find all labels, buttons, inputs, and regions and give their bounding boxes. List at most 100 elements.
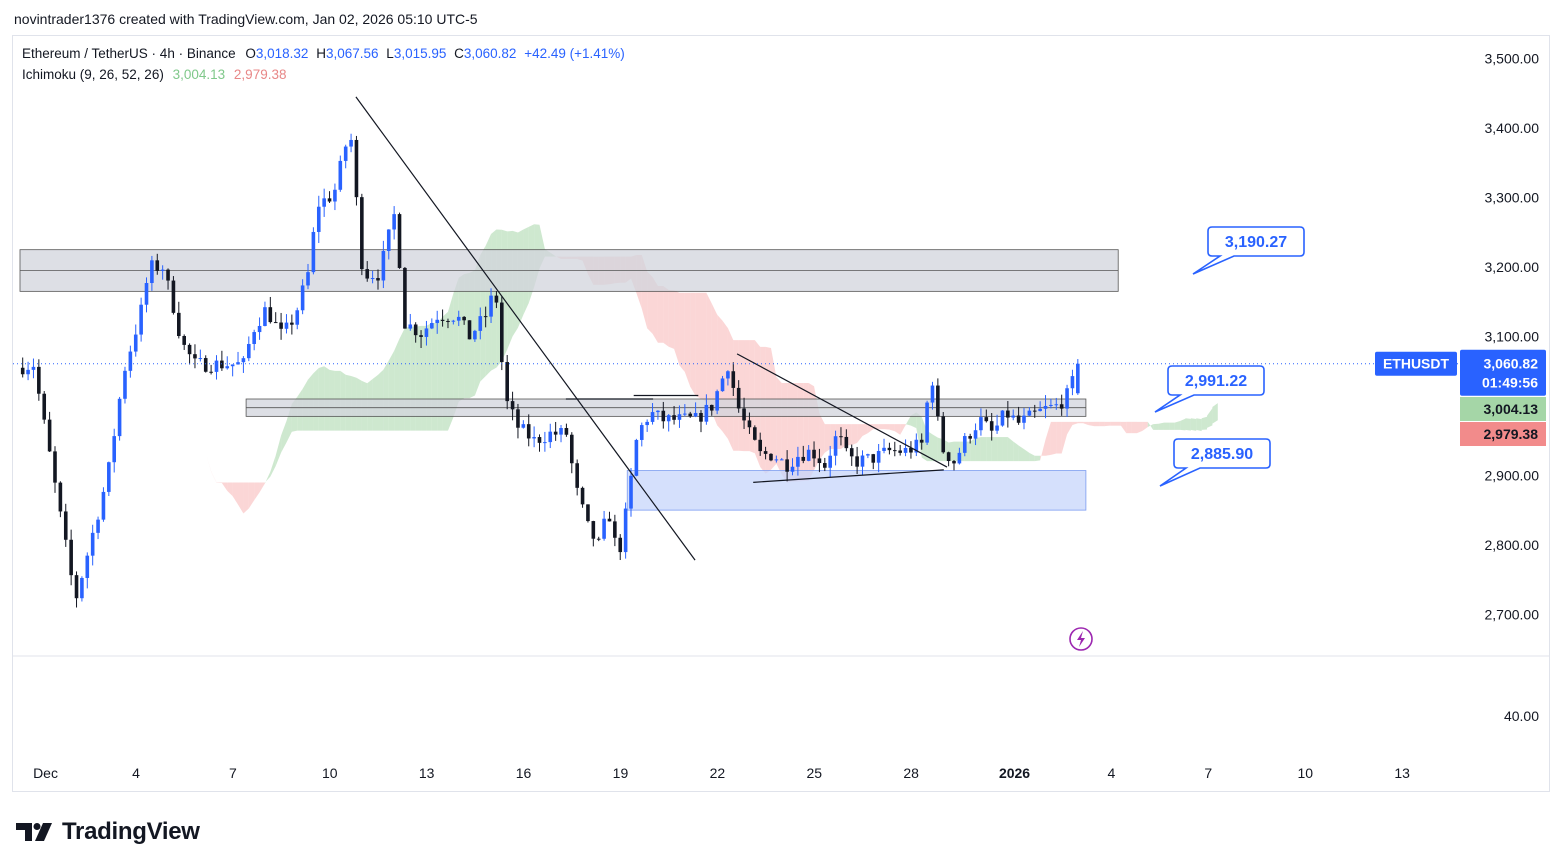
candle-body xyxy=(419,335,423,337)
cloud-segment xyxy=(1072,421,1078,425)
candle xyxy=(952,459,956,471)
candle xyxy=(693,402,698,418)
candle xyxy=(661,401,666,429)
candle-body xyxy=(957,452,962,464)
candle-body xyxy=(543,442,547,444)
candle xyxy=(580,486,585,508)
candle xyxy=(376,269,380,290)
candle xyxy=(107,461,111,496)
candle xyxy=(747,412,752,434)
candle xyxy=(252,329,256,351)
candle xyxy=(225,356,230,370)
cloud-segment xyxy=(1196,418,1202,432)
time-tick-label: 7 xyxy=(1204,765,1212,781)
candle-body xyxy=(80,577,84,599)
candle xyxy=(979,408,983,436)
candle-body xyxy=(117,398,122,437)
candle-body xyxy=(273,322,278,324)
trendline[interactable] xyxy=(736,353,948,468)
candle-body xyxy=(1011,415,1016,418)
candle xyxy=(989,412,994,441)
cloud-segment xyxy=(889,424,895,432)
candle xyxy=(386,229,391,260)
candle xyxy=(629,467,633,517)
candle xyxy=(559,425,563,443)
candle-body xyxy=(462,316,466,321)
cloud-segment xyxy=(733,340,739,451)
candle xyxy=(349,133,353,153)
candle xyxy=(182,334,186,350)
trendline[interactable] xyxy=(355,96,696,561)
price-callout[interactable]: 3,190.27 xyxy=(1192,226,1305,275)
candle-body xyxy=(618,537,623,553)
candle xyxy=(887,442,892,455)
candle-body xyxy=(753,427,757,440)
cloud-segment xyxy=(857,424,863,443)
candle xyxy=(860,450,865,476)
candle-body xyxy=(209,371,213,373)
cloud-segment xyxy=(690,292,696,396)
candle-body xyxy=(144,283,149,305)
candle-body xyxy=(1049,404,1053,406)
candle xyxy=(1059,394,1064,416)
candle-body xyxy=(650,412,655,422)
candle xyxy=(133,324,138,357)
candle xyxy=(63,503,68,547)
candle xyxy=(435,310,440,334)
candle-body xyxy=(430,323,434,329)
symbol-title[interactable]: Ethereum / TetherUS · 4h · Binance xyxy=(22,46,236,61)
cloud-segment xyxy=(803,383,809,481)
candle xyxy=(548,423,553,449)
candle xyxy=(338,155,343,192)
time-tick-label: 13 xyxy=(419,765,435,781)
cloud-segment xyxy=(1201,416,1208,430)
candle xyxy=(941,412,946,454)
cloud-segment xyxy=(884,424,890,430)
candle xyxy=(537,434,542,452)
callout-box xyxy=(1154,365,1265,413)
candle xyxy=(995,414,999,434)
candle-body xyxy=(1038,408,1042,412)
cloud-segment xyxy=(1088,421,1094,427)
candle xyxy=(419,330,423,348)
candle-body xyxy=(629,475,633,509)
candle xyxy=(381,240,386,289)
candle-body xyxy=(327,198,332,202)
cloud-segment xyxy=(227,482,233,497)
price-tick-label: 3,400.00 xyxy=(1485,120,1540,136)
candle xyxy=(586,504,590,523)
candle-body xyxy=(580,487,585,505)
time-tick-label: 22 xyxy=(710,765,726,781)
candle xyxy=(823,457,827,472)
cloud-segment xyxy=(991,437,998,462)
cloud-segment xyxy=(727,328,734,451)
candle-body xyxy=(683,413,687,415)
candle xyxy=(214,355,219,380)
candle-body xyxy=(133,334,138,352)
tradingview-logo[interactable]: TradingView xyxy=(16,818,200,846)
candle xyxy=(790,458,795,476)
price-callout[interactable]: 2,885.90 xyxy=(1159,438,1271,487)
candle xyxy=(101,487,106,522)
cloud-segment xyxy=(1180,418,1186,431)
cloud-segment xyxy=(383,360,389,431)
candle-body xyxy=(236,362,240,365)
cloud-segment xyxy=(259,482,265,493)
demand-zone[interactable] xyxy=(626,470,1087,511)
cloud-segment xyxy=(1061,421,1068,454)
candle xyxy=(424,320,429,346)
candle xyxy=(263,301,267,327)
trendline[interactable] xyxy=(753,469,944,483)
price-callout[interactable]: 2,991.22 xyxy=(1154,365,1265,413)
ichimoku-label[interactable]: Ichimoku (9, 26, 52, 26) xyxy=(22,67,164,82)
candle xyxy=(849,444,854,466)
candle xyxy=(672,406,676,425)
span-a-tag xyxy=(1460,397,1546,421)
candle-body xyxy=(494,295,499,303)
lightning-icon[interactable] xyxy=(1069,627,1093,651)
ichimoku-span-b: 2,979.38 xyxy=(233,67,287,82)
price-axis: 3,500.00 3,400.00 3,300.00 3,200.00 3,100.00… xyxy=(1485,51,1540,724)
candle xyxy=(80,576,84,602)
symbol-tag[interactable] xyxy=(1375,351,1457,376)
